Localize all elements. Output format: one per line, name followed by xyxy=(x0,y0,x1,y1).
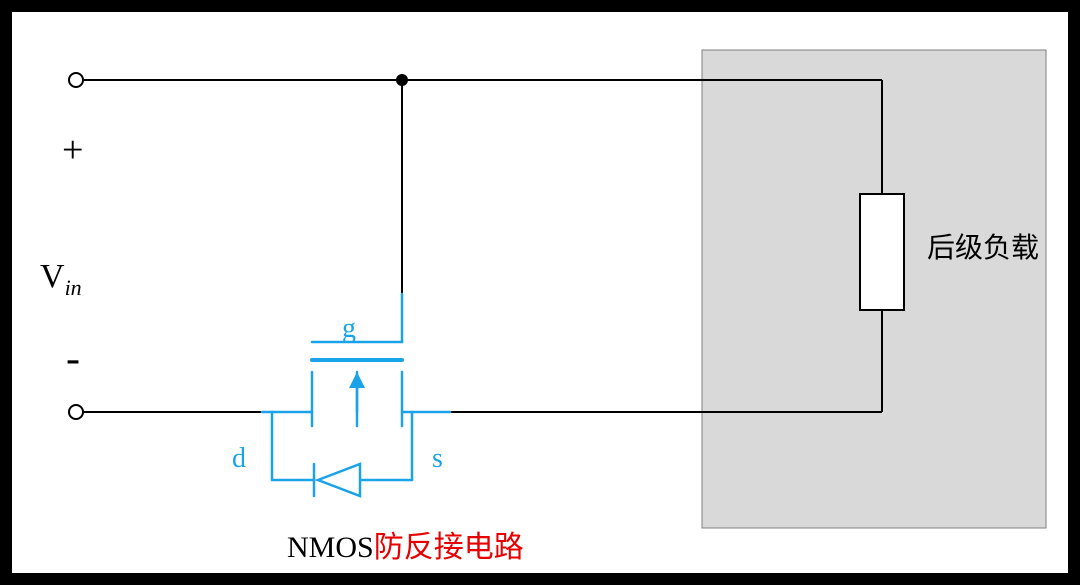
caption-nmos: NMOS xyxy=(287,531,374,564)
label-vin: Vin xyxy=(40,258,82,300)
circuit-svg: + - Vin g d s 后级负载 NMOS防反接电路 xyxy=(12,12,1068,573)
label-s: s xyxy=(432,443,443,474)
diagram-canvas: + - Vin g d s 后级负载 NMOS防反接电路 xyxy=(12,12,1068,573)
nmos-symbol xyxy=(262,294,450,496)
label-load: 后级负载 xyxy=(927,232,1039,264)
terminal-pos xyxy=(69,73,83,87)
outer-frame: + - Vin g d s 后级负载 NMOS防反接电路 xyxy=(0,0,1080,585)
label-vin-v: V xyxy=(40,258,65,295)
label-vin-sub: in xyxy=(65,275,82,300)
label-d: d xyxy=(232,443,246,474)
label-minus: - xyxy=(66,336,80,382)
label-g: g xyxy=(342,313,356,344)
caption: NMOS防反接电路 xyxy=(287,531,524,564)
terminal-neg xyxy=(69,405,83,419)
load-rect xyxy=(860,194,904,310)
node-top xyxy=(396,74,408,86)
label-plus: + xyxy=(62,129,83,171)
caption-cn: 防反接电路 xyxy=(374,531,524,564)
